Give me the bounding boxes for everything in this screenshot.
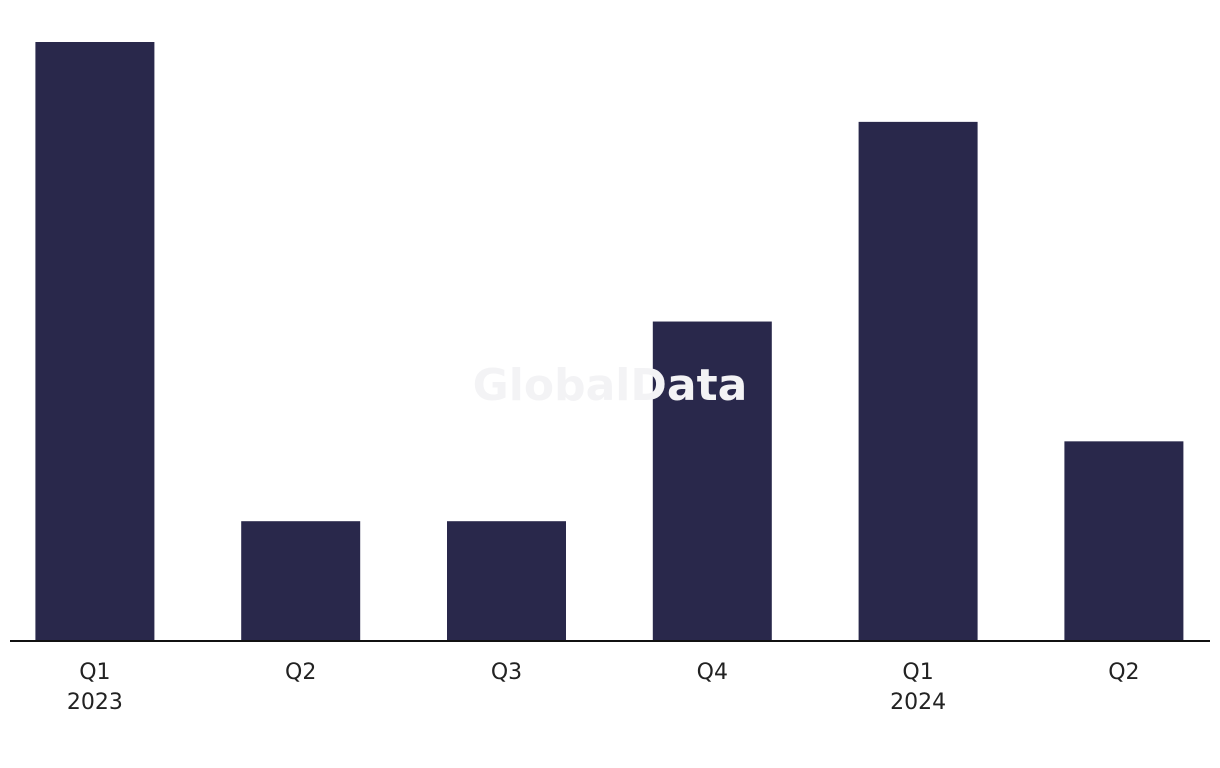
bar bbox=[858, 121, 978, 641]
bar bbox=[447, 521, 566, 641]
x-tick-label: Q1 2023 bbox=[66, 660, 123, 715]
bar bbox=[35, 42, 155, 641]
x-tick-label: Q2 bbox=[285, 660, 317, 685]
x-tick-label: Q1 2024 bbox=[890, 660, 947, 715]
x-tick-label: Q2 bbox=[1108, 660, 1140, 685]
bar bbox=[241, 521, 361, 641]
bar bbox=[1064, 441, 1184, 641]
x-tick-label: Q4 bbox=[696, 660, 728, 685]
bar bbox=[652, 321, 772, 641]
watermark: GlobalData bbox=[473, 360, 748, 411]
x-tick-label: Q3 bbox=[490, 660, 523, 685]
